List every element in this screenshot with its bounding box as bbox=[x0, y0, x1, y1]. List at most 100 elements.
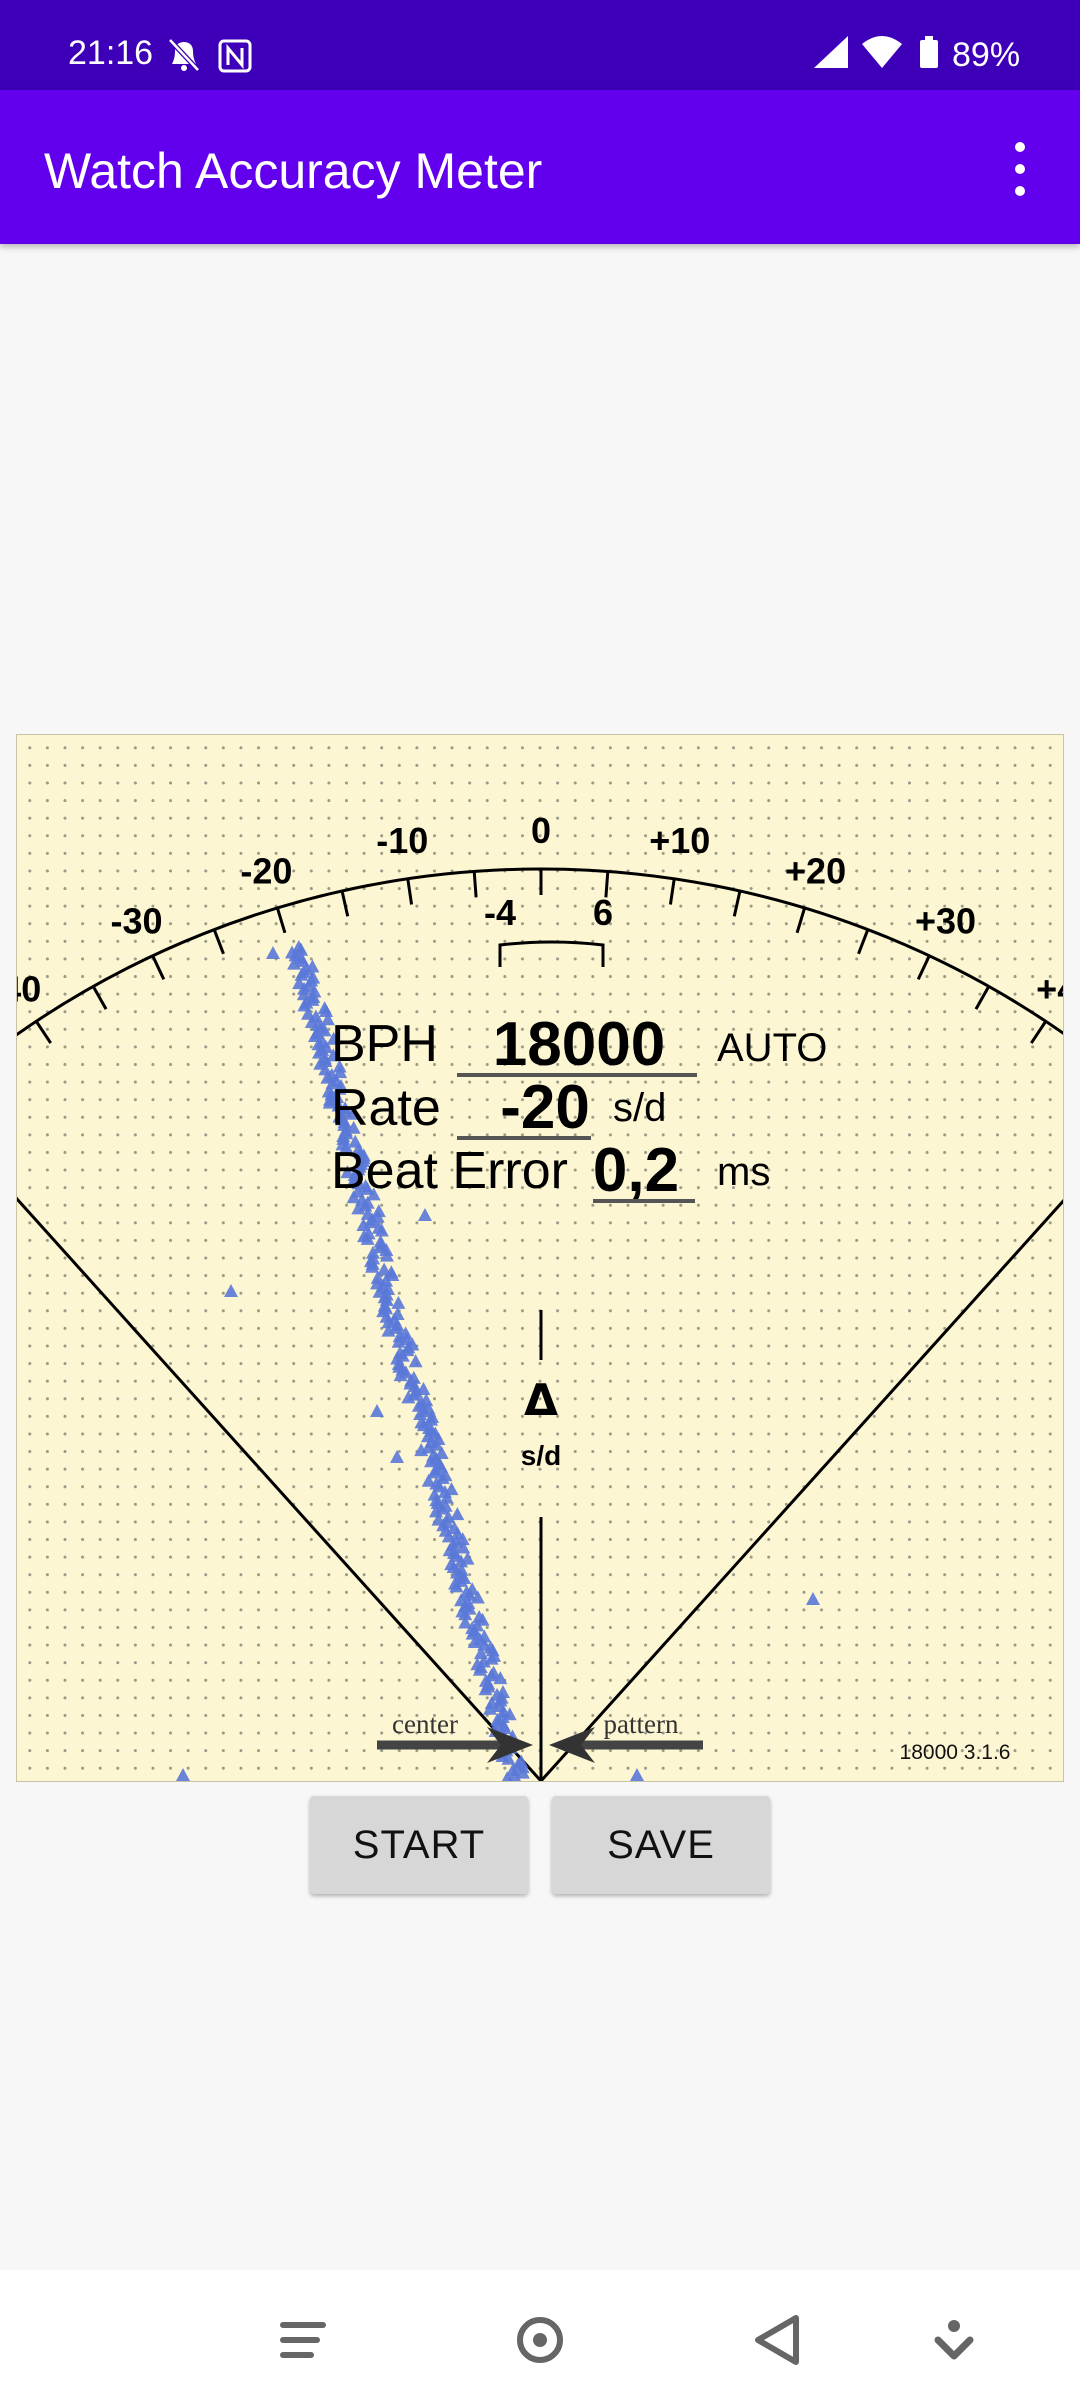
beat-marker bbox=[478, 1682, 493, 1696]
beat-marker bbox=[371, 1204, 386, 1218]
beat-marker bbox=[418, 1208, 432, 1221]
beat-marker bbox=[449, 1579, 464, 1593]
rate-value: -20 bbox=[500, 1073, 590, 1142]
beat-marker bbox=[416, 1382, 431, 1396]
dial-tick bbox=[857, 929, 870, 955]
tolerance-low-label: -4 bbox=[484, 892, 516, 933]
dial-tick bbox=[35, 1020, 52, 1044]
beat-marker bbox=[515, 1765, 530, 1779]
beat-error-unit: ms bbox=[717, 1150, 770, 1194]
center-label: center bbox=[392, 1709, 458, 1739]
beat-trail bbox=[176, 940, 820, 1781]
dial-tick bbox=[916, 955, 931, 980]
delta-symbol: Δ bbox=[524, 1375, 558, 1426]
beat-marker bbox=[501, 1771, 513, 1781]
beat-marker bbox=[428, 1504, 443, 1518]
beat-marker bbox=[408, 1354, 423, 1368]
beat-marker bbox=[366, 1187, 381, 1201]
dial-edge-left bbox=[17, 1196, 543, 1781]
nfc-icon bbox=[218, 39, 252, 73]
dial-tick bbox=[604, 871, 610, 898]
beat-marker bbox=[493, 1671, 508, 1685]
status-bar: 21:16 89% bbox=[0, 0, 1080, 90]
beat-marker bbox=[326, 1048, 341, 1062]
beat-marker bbox=[348, 1134, 363, 1148]
beat-marker bbox=[390, 1450, 404, 1463]
beat-marker bbox=[296, 987, 311, 1001]
beat-marker bbox=[421, 1473, 436, 1487]
beat-marker bbox=[356, 1218, 371, 1231]
beat-marker bbox=[332, 1059, 347, 1073]
back-icon[interactable] bbox=[738, 2300, 818, 2380]
notification-pull-icon[interactable] bbox=[914, 2300, 994, 2380]
menu-icon[interactable] bbox=[264, 2300, 344, 2380]
navigation-bar bbox=[0, 2270, 1080, 2400]
beat-marker bbox=[501, 1751, 516, 1765]
dial-tick bbox=[668, 878, 676, 905]
beat-marker bbox=[224, 1284, 238, 1297]
dial-label: -30 bbox=[110, 900, 162, 941]
beat-marker bbox=[458, 1615, 473, 1629]
beat-marker bbox=[374, 1223, 389, 1237]
center-arrow-icon bbox=[487, 1727, 533, 1763]
beat-marker bbox=[346, 1190, 361, 1204]
pattern-arrow-icon bbox=[549, 1727, 595, 1763]
beat-marker bbox=[381, 1315, 396, 1329]
beat-marker bbox=[414, 1443, 429, 1457]
dial-tick bbox=[340, 890, 350, 917]
beat-marker bbox=[332, 1081, 347, 1095]
beat-marker bbox=[176, 1768, 190, 1781]
meter-dial: -50-40-30-20-100+10+20+30+40+50 -4 6 BPH… bbox=[17, 810, 1063, 1781]
beat-error-value: 0,2 bbox=[593, 1136, 679, 1205]
beat-marker bbox=[317, 1023, 332, 1037]
dial-label: +20 bbox=[785, 851, 846, 892]
tolerance-bracket bbox=[498, 940, 605, 967]
bph-value: 18000 bbox=[493, 1010, 665, 1079]
dial-tick bbox=[795, 907, 807, 934]
overflow-menu-icon[interactable] bbox=[1000, 134, 1040, 204]
beat-marker bbox=[381, 1323, 396, 1337]
beat-marker bbox=[319, 1003, 334, 1017]
delta-unit: s/d bbox=[521, 1440, 561, 1471]
home-icon[interactable] bbox=[500, 2300, 580, 2380]
battery-percent: 89% bbox=[952, 36, 1021, 74]
dial-label: -40 bbox=[17, 969, 41, 1010]
dial-tick bbox=[406, 878, 414, 905]
pattern-label: pattern bbox=[604, 1709, 679, 1739]
beat-marker bbox=[266, 946, 280, 959]
beat-marker bbox=[365, 1259, 380, 1273]
wifi-icon bbox=[862, 36, 902, 68]
status-right-icons bbox=[814, 36, 938, 68]
dial-tick bbox=[91, 985, 108, 1010]
dial-tick bbox=[974, 985, 991, 1010]
beat-marker bbox=[370, 1270, 385, 1284]
beat-marker bbox=[454, 1554, 469, 1568]
beat-marker bbox=[470, 1590, 485, 1604]
start-button[interactable]: START bbox=[310, 1796, 528, 1894]
beat-marker bbox=[322, 1095, 337, 1109]
beat-marker bbox=[630, 1768, 644, 1781]
dial-tick bbox=[212, 929, 225, 955]
beat-marker bbox=[484, 1651, 499, 1665]
status-time: 21:16 bbox=[68, 34, 154, 72]
beat-marker bbox=[326, 1031, 341, 1045]
beat-marker bbox=[320, 1012, 335, 1026]
app-title: Watch Accuracy Meter bbox=[44, 143, 543, 199]
beat-marker bbox=[439, 1490, 454, 1504]
signal-icon bbox=[814, 36, 848, 68]
beat-marker bbox=[379, 1243, 394, 1257]
dial-labels: -50-40-30-20-100+10+20+30+40+50 bbox=[17, 810, 1063, 1010]
beat-marker bbox=[401, 1390, 416, 1404]
beat-marker bbox=[307, 984, 322, 998]
beat-marker bbox=[458, 1607, 473, 1621]
beat-marker bbox=[467, 1635, 482, 1648]
version-label: 18000 3.1.6 bbox=[900, 1741, 1011, 1764]
beat-marker bbox=[385, 1268, 400, 1282]
dial-label: +30 bbox=[915, 900, 976, 941]
dial-tick bbox=[472, 871, 478, 898]
save-button[interactable]: SAVE bbox=[552, 1796, 770, 1894]
dial-tick bbox=[275, 907, 287, 934]
dial-tick bbox=[1030, 1020, 1047, 1044]
dial-edge-right bbox=[539, 1199, 1063, 1781]
beat-marker bbox=[407, 1379, 422, 1393]
